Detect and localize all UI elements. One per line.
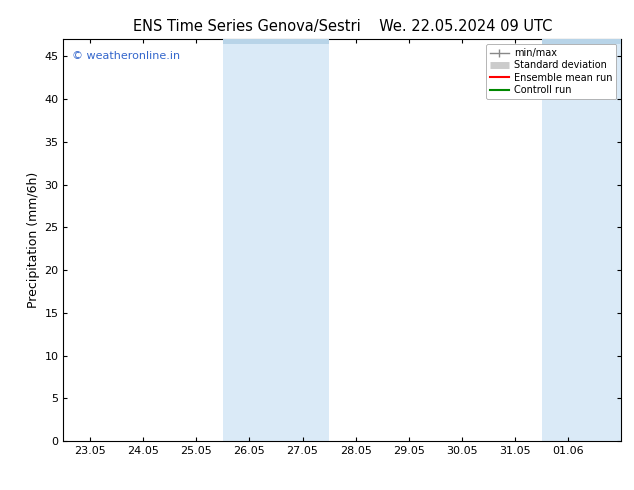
Legend: min/max, Standard deviation, Ensemble mean run, Controll run: min/max, Standard deviation, Ensemble me… <box>486 44 616 99</box>
Bar <box>223 39 329 44</box>
Title: ENS Time Series Genova/Sestri    We. 22.05.2024 09 UTC: ENS Time Series Genova/Sestri We. 22.05.… <box>133 19 552 34</box>
Bar <box>223 39 329 441</box>
Bar <box>541 39 621 44</box>
Text: © weatheronline.in: © weatheronline.in <box>72 51 180 61</box>
Y-axis label: Precipitation (mm/6h): Precipitation (mm/6h) <box>27 172 40 308</box>
Bar <box>541 39 621 441</box>
